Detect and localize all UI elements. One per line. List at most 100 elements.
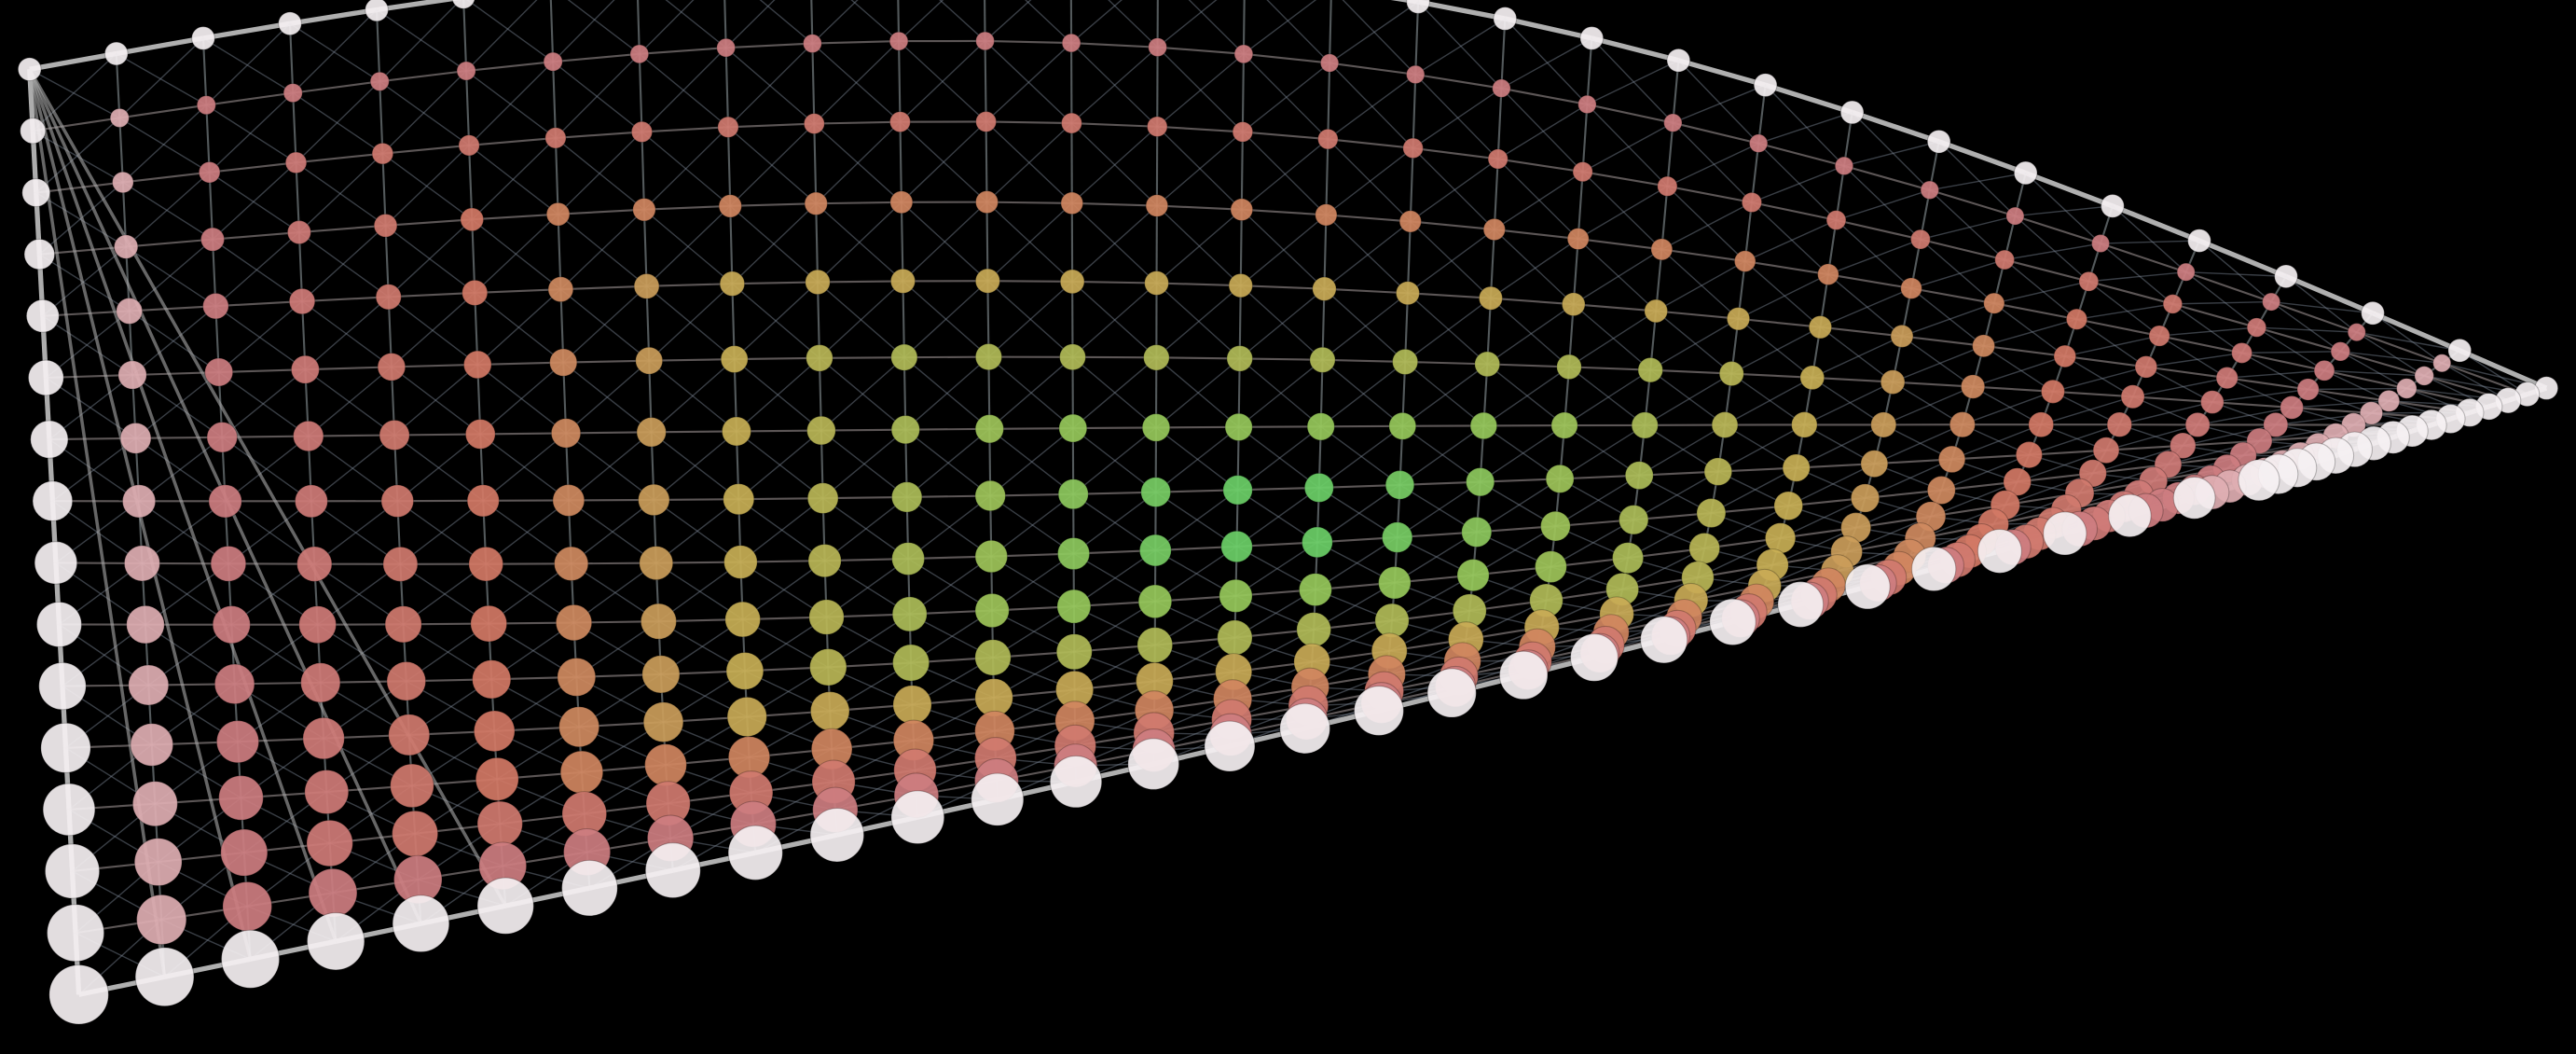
mesh-edge xyxy=(310,434,395,502)
mesh-edge xyxy=(2025,172,2101,244)
mesh-edge xyxy=(648,360,737,432)
mesh-node xyxy=(1059,343,1086,371)
mesh-edge xyxy=(1661,248,1745,263)
mesh-node xyxy=(1298,573,1332,607)
mesh-edge xyxy=(1496,88,1503,159)
mesh-edge xyxy=(2158,335,2242,354)
mesh-edge xyxy=(554,137,559,215)
mesh-node xyxy=(1911,546,1957,592)
mesh-node xyxy=(1136,627,1174,663)
mesh-edge xyxy=(1156,282,1241,359)
mesh-edge xyxy=(212,230,299,241)
mesh-edge xyxy=(549,0,555,62)
mesh-edge xyxy=(2241,351,2341,354)
mesh-edge xyxy=(2076,318,2160,338)
mesh-edge xyxy=(1673,121,1759,145)
mesh-edge xyxy=(1843,165,1922,241)
mesh-node xyxy=(1825,210,1847,230)
mesh-edge xyxy=(1328,138,1413,149)
mesh-node xyxy=(1782,453,1811,482)
mesh-edge xyxy=(643,209,733,284)
mesh-edge xyxy=(1494,171,1584,230)
mesh-node xyxy=(2028,411,2055,438)
mesh-edge xyxy=(2340,351,2443,365)
mesh-node xyxy=(1561,292,1586,317)
mesh-edge xyxy=(1242,131,1327,215)
mesh-edge xyxy=(391,363,478,368)
mesh-node xyxy=(550,418,582,449)
mesh-edge xyxy=(1765,84,1845,167)
mesh-edge xyxy=(1157,125,1243,133)
mesh-edge xyxy=(557,214,562,290)
mesh-node xyxy=(304,770,350,815)
mesh-node xyxy=(1839,100,1865,125)
mesh-edge xyxy=(218,368,306,374)
mesh-node xyxy=(2005,206,2025,226)
mesh-edge xyxy=(2371,311,2461,354)
mesh-edge xyxy=(131,305,216,376)
mesh-node xyxy=(204,357,234,387)
mesh-edge xyxy=(558,208,644,215)
mesh-node xyxy=(17,57,42,82)
mesh-edge xyxy=(1188,0,1245,55)
mesh-edge xyxy=(468,136,557,146)
mesh-edge xyxy=(1407,229,1495,294)
mesh-edge xyxy=(1073,492,1157,555)
mesh-node xyxy=(2092,437,2120,465)
mesh-edge xyxy=(1242,62,1330,132)
mesh-node xyxy=(723,483,755,516)
mesh-node xyxy=(1937,445,1966,474)
mesh-node xyxy=(2414,366,2434,386)
mesh-node xyxy=(1619,505,1649,535)
mesh-node xyxy=(220,828,269,877)
mesh-edge xyxy=(815,121,901,204)
mesh-edge xyxy=(899,121,987,203)
mesh-edge xyxy=(2119,401,2213,425)
mesh-node xyxy=(544,127,567,149)
mesh-node xyxy=(1381,521,1413,553)
mesh-edge xyxy=(1504,18,1588,105)
mesh-node xyxy=(388,714,431,756)
mesh-edge xyxy=(1751,165,1845,203)
mesh-edge xyxy=(986,201,1072,204)
mesh-edge xyxy=(1417,1,1502,90)
mesh-edge xyxy=(388,291,475,298)
mesh-node xyxy=(2108,493,2152,538)
mesh-edge xyxy=(1072,426,1157,495)
mesh-node xyxy=(461,279,489,306)
mesh-edge xyxy=(206,91,294,106)
mesh-node xyxy=(2377,389,2401,412)
mesh-edge xyxy=(1811,335,1903,379)
mesh-node xyxy=(1312,276,1337,301)
mesh-edge xyxy=(1410,220,1492,299)
mesh-edge xyxy=(301,296,389,303)
mesh-node xyxy=(1059,269,1085,295)
mesh-edge xyxy=(1730,373,1805,425)
mesh-node xyxy=(1860,450,1889,478)
mesh-edge xyxy=(2004,472,2094,506)
mesh-edge xyxy=(727,43,813,128)
mesh-node xyxy=(126,604,165,645)
mesh-node xyxy=(117,360,147,390)
mesh-edge xyxy=(816,201,902,205)
mesh-edge xyxy=(987,281,1073,358)
mesh-edge xyxy=(1738,318,1813,379)
mesh-edge xyxy=(118,118,124,183)
mesh-edge xyxy=(1329,0,1332,63)
mesh-edge xyxy=(1993,302,2066,357)
mesh-edge xyxy=(1757,111,1853,145)
mesh-edge xyxy=(988,356,1073,430)
mesh-edge xyxy=(1667,143,1759,187)
mesh-edge xyxy=(1951,423,2042,461)
mesh-edge xyxy=(1237,425,1322,491)
mesh-node xyxy=(1920,180,1940,200)
mesh-edge xyxy=(1500,18,1507,89)
mesh-edge xyxy=(1320,425,1400,486)
mesh-node xyxy=(377,353,406,381)
mesh-edge xyxy=(1412,88,1502,149)
mesh-edge xyxy=(665,0,727,49)
mesh-node xyxy=(974,342,1003,371)
mesh-edge xyxy=(1324,220,1412,290)
mesh-edge xyxy=(1238,426,1320,489)
mesh-edge xyxy=(1325,147,1414,215)
